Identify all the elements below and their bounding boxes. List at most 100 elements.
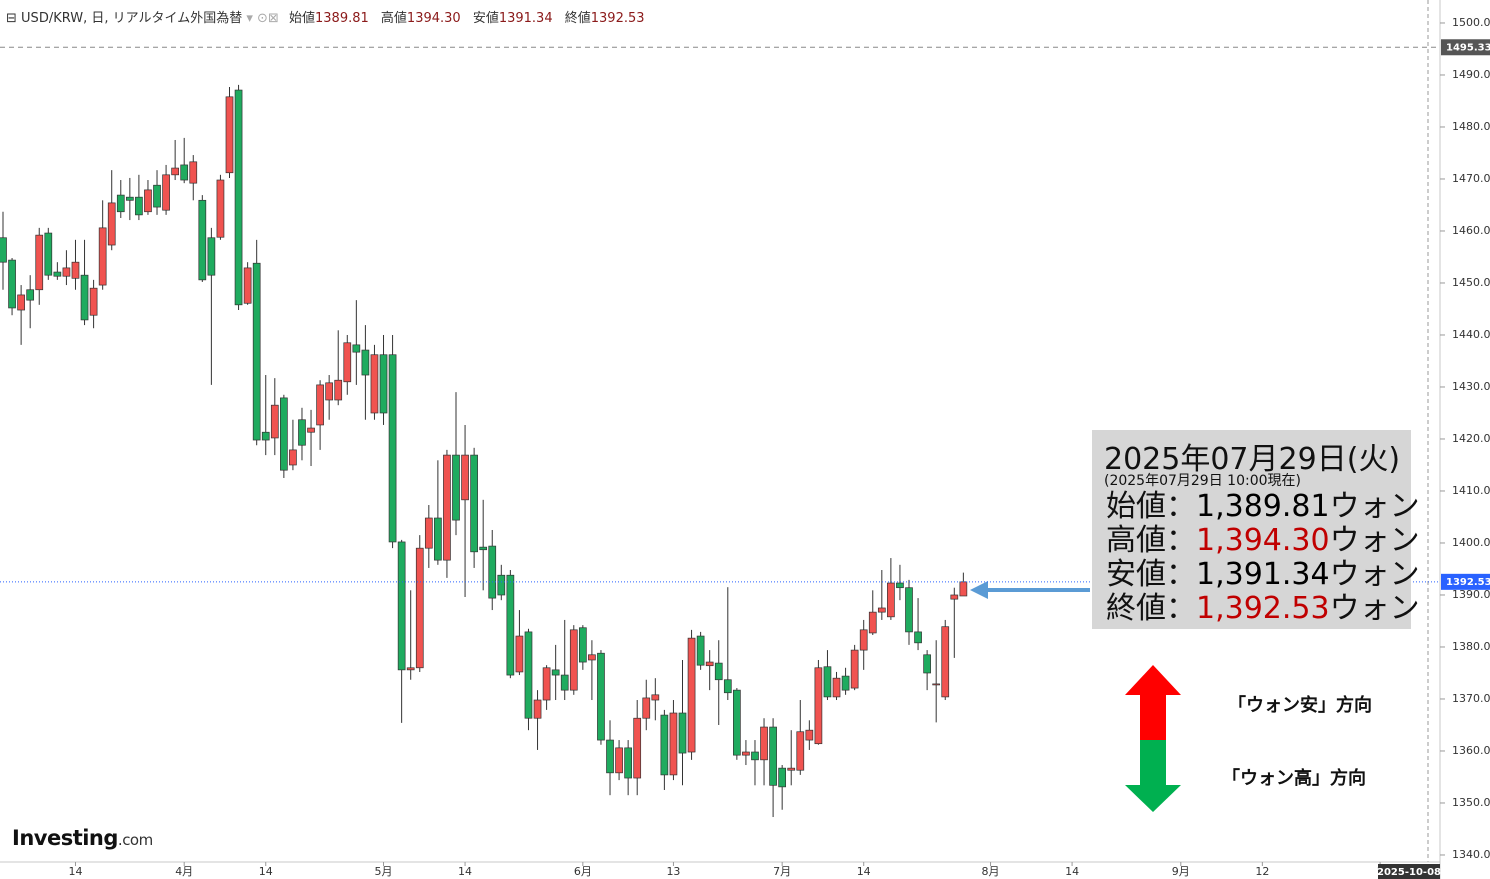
x-marker-box bbox=[1378, 864, 1440, 879]
candle-body bbox=[207, 237, 216, 276]
info-date: 2025年07月29日(火) bbox=[1104, 442, 1401, 477]
candle-body bbox=[80, 274, 89, 321]
candle-body bbox=[397, 541, 406, 671]
candle-body bbox=[26, 289, 35, 301]
candle-body bbox=[569, 629, 578, 691]
candle-body bbox=[17, 294, 25, 311]
candle-body bbox=[950, 594, 959, 600]
candle-body bbox=[162, 174, 170, 211]
y-tick-label: 1360.00 bbox=[1452, 744, 1490, 757]
candle-body bbox=[959, 581, 968, 597]
x-tick-label: 13 bbox=[666, 865, 680, 878]
candle-body bbox=[868, 611, 877, 634]
candle-body bbox=[89, 287, 98, 316]
up-arrow bbox=[1125, 665, 1181, 740]
candle-body bbox=[859, 629, 868, 651]
reference-label-box bbox=[1441, 39, 1490, 56]
info-unit: ウォン bbox=[1329, 591, 1420, 626]
candle-body bbox=[452, 454, 460, 521]
x-tick-label: 7月 bbox=[773, 865, 791, 878]
info-unit: ウォン bbox=[1329, 523, 1420, 558]
candle-body bbox=[696, 635, 705, 666]
y-tick-label: 1370.00 bbox=[1452, 692, 1490, 705]
info-row: 始値：1,389.81ウォン bbox=[1106, 490, 1420, 524]
info-box: 2025年07月29日(火) (2025年07月29日 10:00現在) 始値：… bbox=[1092, 430, 1420, 629]
info-note: (2025年07月29日 10:00現在) bbox=[1104, 473, 1301, 489]
y-tick-label: 1340.00 bbox=[1452, 848, 1490, 861]
candle-body bbox=[62, 267, 71, 277]
logo-brand: Investing bbox=[12, 826, 118, 850]
candle-body bbox=[379, 354, 388, 414]
symbol-title: USD/KRW, 日, リアルタイム外国為替 bbox=[21, 11, 243, 26]
candle-body bbox=[388, 354, 397, 543]
candle-body bbox=[144, 189, 152, 213]
info-label: 終値： bbox=[1106, 591, 1196, 626]
y-tick-label: 1440.00 bbox=[1452, 328, 1490, 341]
candle-body bbox=[461, 454, 469, 501]
x-tick-label: 4月 bbox=[175, 865, 193, 878]
candle-body bbox=[189, 161, 198, 184]
candle-body bbox=[135, 196, 143, 216]
candle-body bbox=[533, 699, 542, 719]
collapse-icon[interactable]: ⊟ bbox=[6, 11, 17, 26]
candle-body bbox=[424, 517, 433, 549]
dropdown[interactable]: ▾ bbox=[246, 11, 253, 26]
legend-value: 1392.53 bbox=[590, 11, 645, 26]
candle-body bbox=[298, 419, 306, 446]
candle-body bbox=[597, 652, 605, 741]
candle-body bbox=[53, 271, 62, 277]
candle-body bbox=[216, 179, 225, 238]
candle-body bbox=[406, 667, 415, 671]
candle-body bbox=[560, 674, 569, 691]
candle-body bbox=[705, 661, 714, 667]
y-tick-label: 1350.00 bbox=[1452, 796, 1490, 809]
y-tick-label: 1400.00 bbox=[1452, 536, 1490, 549]
candle-body bbox=[787, 767, 796, 771]
candle-body bbox=[687, 637, 696, 753]
candle-body bbox=[35, 234, 44, 291]
candle-body bbox=[723, 679, 732, 694]
reference-label: 1495.33 bbox=[1446, 42, 1490, 53]
candle-body bbox=[769, 726, 777, 786]
candle-body bbox=[506, 574, 515, 676]
legend-value: 1389.81 bbox=[315, 11, 369, 26]
info-value: 1,394.30 bbox=[1196, 523, 1330, 558]
y-tick-label: 1500.00 bbox=[1452, 16, 1490, 29]
x-tick-label: 14 bbox=[857, 865, 871, 878]
candle-body bbox=[415, 547, 424, 669]
candle-body bbox=[497, 574, 506, 596]
candle-body bbox=[334, 379, 343, 401]
header: ⊟ USD/KRW, 日, リアルタイム外国為替 ▾ ⊙⊠ 始値1389.81 … bbox=[6, 7, 653, 26]
candle-body bbox=[651, 694, 660, 701]
y-tick-label: 1490.00 bbox=[1452, 68, 1490, 81]
info-row: 高値：1,394.30ウォン bbox=[1106, 524, 1420, 558]
y-tick-label: 1470.00 bbox=[1452, 172, 1490, 185]
candle-body bbox=[98, 227, 107, 286]
candle-body bbox=[153, 184, 161, 208]
x-tick-label: 14 bbox=[1065, 865, 1079, 878]
legend-label: 安値 bbox=[472, 11, 499, 26]
down-arrow bbox=[1125, 740, 1181, 812]
icons[interactable]: ⊙⊠ bbox=[257, 11, 279, 26]
candle-body bbox=[8, 259, 16, 309]
x-tick-label: 9月 bbox=[1172, 865, 1190, 878]
candle-body bbox=[307, 427, 315, 433]
candle-body bbox=[261, 431, 270, 441]
info-value: 1,391.34 bbox=[1196, 557, 1330, 592]
candle-body bbox=[234, 89, 243, 306]
x-tick-label: 6月 bbox=[574, 865, 592, 878]
candle-body bbox=[370, 354, 379, 414]
candle-body bbox=[606, 739, 614, 774]
candle-body bbox=[624, 747, 632, 779]
candle-body bbox=[678, 712, 687, 754]
candle-body bbox=[479, 546, 488, 551]
candle-body bbox=[252, 262, 261, 441]
candle-body bbox=[669, 712, 678, 776]
candle-body bbox=[44, 232, 53, 276]
info-label: 高値： bbox=[1106, 523, 1196, 558]
y-tick-label: 1450.00 bbox=[1452, 276, 1490, 289]
logo: Investing.com bbox=[12, 826, 153, 850]
candle-body bbox=[180, 164, 189, 181]
